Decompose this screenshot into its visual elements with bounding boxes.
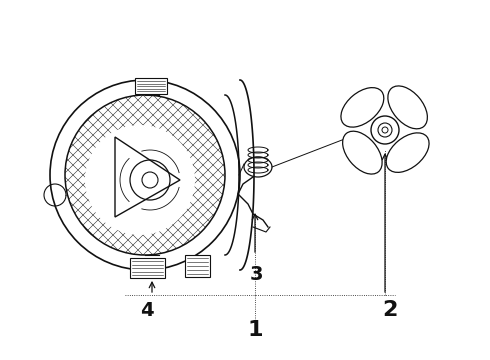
Bar bbox=[130, 258, 165, 278]
Ellipse shape bbox=[343, 131, 382, 174]
Circle shape bbox=[382, 127, 388, 133]
Circle shape bbox=[371, 116, 399, 144]
Text: 1: 1 bbox=[247, 320, 263, 340]
Ellipse shape bbox=[386, 133, 429, 172]
Circle shape bbox=[378, 123, 392, 137]
Ellipse shape bbox=[388, 86, 427, 129]
Circle shape bbox=[85, 125, 195, 235]
Circle shape bbox=[65, 95, 225, 255]
Text: 4: 4 bbox=[140, 301, 154, 320]
Text: 2: 2 bbox=[382, 300, 398, 320]
Text: 3: 3 bbox=[249, 266, 263, 284]
Bar bbox=[135, 78, 167, 94]
Bar bbox=[185, 255, 210, 277]
Ellipse shape bbox=[341, 87, 384, 127]
